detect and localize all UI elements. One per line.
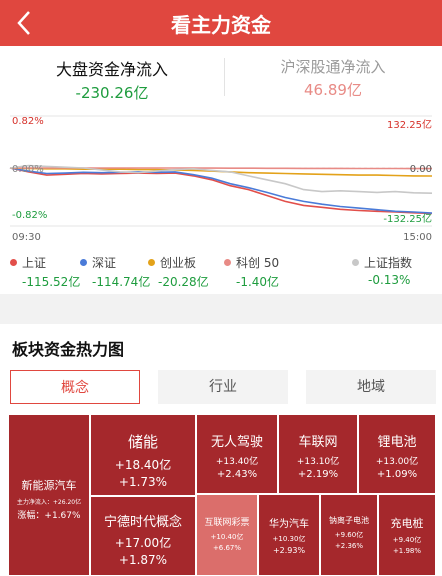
legend-value: -0.13% — [368, 273, 411, 287]
northbound-inflow-title: 沪深股通净流入 — [280, 58, 386, 76]
tile-inflow: +13.40亿 — [215, 457, 259, 467]
summary-divider — [224, 58, 225, 96]
legend-dot-icon — [224, 259, 231, 266]
left-axis-mid-label: 0.00% — [12, 164, 44, 175]
flow-chart-svg — [9, 115, 433, 227]
legend-value: -114.74亿 — [92, 275, 151, 289]
tile-change: +2.93% — [272, 546, 306, 555]
heatmap-title: 板块资金热力图 — [12, 340, 125, 359]
header-bar: 看主力资金 — [0, 0, 442, 46]
tile-inflow: +13.10亿 — [296, 457, 340, 467]
summary-panel: 大盘资金净流入 -230.26亿 沪深股通净流入 46.89亿 — [0, 46, 442, 102]
tile-name: 华为汽车 — [269, 519, 309, 530]
legend-label: 上证指数 — [364, 256, 413, 270]
legend-label: 创业板 — [160, 256, 197, 270]
legend-value: -20.28亿 — [158, 275, 209, 289]
tile-name: 无人驾驶 — [210, 435, 263, 450]
tile-name: 新能源汽车 — [21, 479, 77, 492]
heat-tile[interactable]: 互联网彩票 +10.40亿 +6.67% — [196, 494, 258, 576]
legend-label: 科创 50 — [236, 256, 280, 270]
legend-item-sh[interactable]: 上证 — [10, 254, 46, 271]
legend-dot-icon — [148, 259, 155, 266]
left-axis-top-label: 0.82% — [12, 116, 44, 127]
tile-change: +6.67% — [212, 544, 242, 552]
heat-tile[interactable]: 车联网 +13.10亿 +2.19% — [278, 414, 358, 494]
tile-name: 充电桩 — [390, 517, 424, 530]
tile-name: 钠离子电池 — [329, 516, 369, 525]
legend-dot-icon — [80, 259, 87, 266]
right-axis-top-label: 132.25亿 — [387, 120, 432, 131]
tile-inflow: +10.30亿 — [272, 535, 306, 543]
series-line-上证指数 — [9, 164, 433, 194]
tab-concept[interactable]: 概念 — [10, 370, 140, 404]
heat-tile[interactable]: 充电桩 +9.40亿 +1.98% — [378, 494, 436, 576]
tile-name: 宁德时代概念 — [103, 515, 182, 530]
tile-change: +1.09% — [376, 469, 418, 480]
left-axis-bottom-label: -0.82% — [12, 210, 48, 221]
series-line-深证 — [9, 167, 433, 214]
tile-change: 涨幅：+1.67% — [17, 511, 81, 521]
heat-tile[interactable]: 宁德时代概念 +17.00亿 +1.87% — [90, 496, 196, 576]
legend-value: -115.52亿 — [22, 275, 81, 289]
legend-dot-icon — [10, 259, 17, 266]
legend-dot-icon — [352, 259, 359, 266]
flow-chart: 0.82% 0.00% -0.82% 132.25亿 0.00 -132.25亿… — [0, 102, 442, 248]
tile-inflow: 主力净流入：+26.20亿 — [16, 499, 82, 506]
tile-inflow: +10.40亿 — [210, 533, 244, 541]
tile-inflow: +17.00亿 — [114, 536, 172, 550]
market-inflow-title: 大盘资金净流入 — [55, 60, 168, 79]
tile-name: 锂电池 — [377, 435, 417, 450]
legend-value: -1.40亿 — [236, 275, 280, 289]
heat-tile[interactable]: 新能源汽车 主力净流入：+26.20亿 涨幅：+1.67% — [8, 414, 90, 576]
series-line-上证 — [9, 167, 433, 215]
tile-name: 互联网彩票 — [204, 518, 250, 528]
heat-tile[interactable]: 钠离子电池 +9.60亿 +2.36% — [320, 494, 378, 576]
legend-item-kc50[interactable]: 科创 50 — [224, 254, 279, 271]
tile-change: +1.73% — [118, 475, 168, 489]
legend-label: 深证 — [92, 256, 117, 270]
tile-inflow: +13.00亿 — [375, 457, 419, 467]
x-axis-start-label: 09:30 — [12, 232, 41, 243]
tile-name: 车联网 — [298, 435, 338, 450]
right-axis-mid-label: 0.00 — [409, 164, 432, 175]
page-title: 看主力资金 — [171, 13, 271, 37]
heat-tile[interactable]: 华为汽车 +10.30亿 +2.93% — [258, 494, 320, 576]
tab-industry[interactable]: 行业 — [158, 370, 288, 404]
market-inflow-value: -230.26亿 — [75, 84, 149, 102]
right-axis-bottom-label: -132.25亿 — [383, 214, 432, 225]
tile-change: +1.87% — [118, 553, 168, 567]
tile-change: +1.98% — [392, 547, 422, 555]
tile-inflow: +18.40亿 — [114, 458, 172, 472]
northbound-inflow-tab[interactable]: 沪深股通净流入 46.89亿 — [224, 56, 442, 100]
x-axis-end-label: 15:00 — [403, 232, 432, 243]
tile-name: 储能 — [127, 433, 158, 451]
legend-item-sh-index[interactable]: 上证指数 — [352, 254, 412, 271]
legend-item-sz[interactable]: 深证 — [80, 254, 116, 271]
tile-change: +2.36% — [334, 542, 364, 550]
tile-change: +2.19% — [297, 469, 339, 480]
tile-inflow: +9.40亿 — [392, 536, 422, 544]
tab-region[interactable]: 地域 — [306, 370, 436, 404]
heat-tile[interactable]: 储能 +18.40亿 +1.73% — [90, 414, 196, 496]
chart-legend: 上证 -115.52亿 深证 -114.74亿 创业板 -20.28亿 科创 5… — [0, 248, 442, 294]
market-inflow-tab[interactable]: 大盘资金净流入 -230.26亿 — [0, 56, 224, 103]
legend-label: 上证 — [22, 256, 47, 270]
northbound-inflow-value: 46.89亿 — [304, 81, 362, 99]
tile-change: +2.43% — [216, 469, 258, 480]
heat-tile[interactable]: 无人驾驶 +13.40亿 +2.43% — [196, 414, 278, 494]
back-arrow-icon[interactable] — [8, 6, 42, 40]
legend-item-cyb[interactable]: 创业板 — [148, 254, 196, 271]
heat-tile[interactable]: 锂电池 +13.00亿 +1.09% — [358, 414, 436, 494]
tile-inflow: +9.60亿 — [334, 531, 364, 539]
